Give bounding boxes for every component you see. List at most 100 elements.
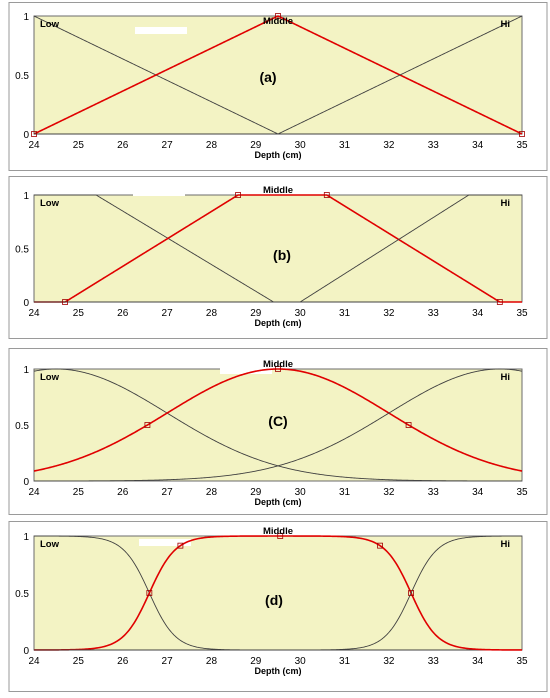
mf-curve-middle[interactable]	[33, 15, 523, 135]
x-tick-label: 25	[73, 656, 85, 667]
x-tick-label: 24	[28, 140, 40, 151]
chart-panel: 24 25 26 27 28 29 30 31 32 33 34 35 0 0.5 1 Depth (cm) L…	[0, 348, 550, 516]
x-tick-label: 31	[339, 656, 351, 667]
x-tick-label: 30	[295, 656, 307, 667]
x-tick-label: 31	[339, 140, 351, 151]
x-tick-label: 32	[383, 308, 395, 319]
mf-vertex-marker[interactable]	[277, 533, 284, 539]
x-tick-label: 26	[117, 656, 129, 667]
plot-area	[33, 15, 523, 135]
chart-panel: 24 25 26 27 28 29 30 31 32 33 34 35 0 0.5 1 Depth (cm) L…	[0, 2, 550, 172]
mf-curve-middle[interactable]	[33, 368, 523, 472]
mf-vertex-marker[interactable]	[377, 542, 383, 549]
panel-label: (b)	[273, 247, 291, 263]
x-tick-label: 30	[295, 487, 307, 498]
x-tick-label: 26	[117, 487, 129, 498]
y-tick-label: 0	[23, 477, 29, 488]
y-tick-label: 1	[23, 191, 29, 202]
x-tick-label: 26	[117, 308, 129, 319]
mf-label-low: Low	[40, 19, 60, 30]
y-tick-label: 1	[23, 365, 29, 376]
x-tick-label: 29	[250, 487, 262, 498]
x-tick-label: 34	[472, 308, 484, 319]
x-tick-label: 27	[162, 487, 174, 498]
mf-vertex-marker[interactable]	[144, 422, 151, 428]
x-axis-label: Depth (cm)	[255, 150, 302, 160]
y-tick-label: 0.5	[15, 421, 29, 432]
chart-panel: 24 25 26 27 28 29 30 31 32 33 34 35 0 0.5 1 Depth (cm) L…	[0, 176, 550, 340]
highlight-bar	[133, 189, 185, 196]
x-tick-label: 24	[28, 487, 40, 498]
highlight-bar	[139, 539, 191, 546]
highlight-bar	[135, 27, 187, 34]
mf-vertex-marker[interactable]	[323, 192, 330, 198]
y-tick-label: 0	[23, 298, 29, 309]
mf-vertex-marker[interactable]	[62, 299, 68, 305]
mf-label-low: Low	[40, 539, 60, 550]
x-tick-label: 24	[28, 656, 40, 667]
x-tick-label: 31	[339, 487, 351, 498]
x-tick-label: 34	[472, 140, 484, 151]
mf-label-middle: Middle	[263, 526, 293, 537]
panel-label: (a)	[259, 69, 276, 85]
x-tick-label: 31	[339, 308, 351, 319]
x-tick-label: 27	[162, 308, 174, 319]
mf-vertex-marker[interactable]	[519, 131, 525, 137]
mf-label-hi: Hi	[501, 372, 511, 383]
x-tick-label: 35	[516, 140, 528, 151]
mf-vertex-marker[interactable]	[31, 131, 37, 137]
mf-curve-middle[interactable]	[34, 194, 522, 303]
mf-curve-hi[interactable]	[34, 368, 523, 482]
x-tick-label: 28	[206, 140, 218, 151]
x-tick-label: 25	[73, 308, 85, 319]
x-tick-label: 32	[383, 656, 395, 667]
x-tick-label: 34	[472, 487, 484, 498]
x-axis-label: Depth (cm)	[255, 666, 302, 676]
x-tick-label: 30	[295, 308, 307, 319]
membership-chart: 24 25 26 27 28 29 30 31 32 33 34 35 0 0.5 1 Depth (cm) L…	[8, 521, 548, 692]
x-tick-label: 28	[206, 308, 218, 319]
mf-curve-hi[interactable]	[34, 15, 523, 135]
x-tick-label: 32	[383, 487, 395, 498]
x-tick-label: 33	[428, 487, 440, 498]
mf-vertex-marker[interactable]	[405, 422, 412, 428]
y-tick-label: 1	[23, 12, 29, 23]
membership-chart: 24 25 26 27 28 29 30 31 32 33 34 35 0 0.5 1 Depth (cm) L…	[8, 348, 548, 515]
mf-vertex-marker[interactable]	[275, 13, 281, 19]
panel-label: (d)	[265, 592, 283, 608]
x-tick-label: 25	[73, 487, 85, 498]
mf-vertex-marker[interactable]	[275, 366, 281, 372]
mf-label-low: Low	[40, 372, 60, 383]
membership-chart: 24 25 26 27 28 29 30 31 32 33 34 35 0 0.5 1 Depth (cm) L…	[8, 176, 548, 339]
mf-vertex-marker[interactable]	[177, 542, 184, 549]
y-tick-label: 0.5	[15, 245, 29, 256]
mf-label-hi: Hi	[501, 198, 511, 209]
x-axis-label: Depth (cm)	[255, 318, 302, 328]
x-tick-label: 29	[250, 308, 262, 319]
mf-vertex-marker[interactable]	[408, 590, 414, 596]
x-tick-label: 35	[516, 487, 528, 498]
mf-label-hi: Hi	[501, 19, 511, 30]
x-tick-label: 29	[250, 140, 262, 151]
chart-panel: 24 25 26 27 28 29 30 31 32 33 34 35 0 0.5 1 Depth (cm) L…	[0, 521, 550, 693]
mf-label-middle: Middle	[263, 16, 293, 27]
x-axis-label: Depth (cm)	[255, 497, 302, 507]
plot-area	[33, 368, 523, 482]
highlight-bar	[220, 367, 272, 374]
x-tick-label: 35	[516, 308, 528, 319]
mf-vertex-marker[interactable]	[496, 299, 503, 305]
mf-vertex-marker[interactable]	[235, 192, 241, 198]
y-tick-label: 0	[23, 130, 29, 141]
y-tick-label: 0	[23, 646, 29, 657]
x-tick-label: 34	[472, 656, 484, 667]
x-tick-label: 33	[428, 308, 440, 319]
x-tick-label: 29	[250, 656, 262, 667]
mf-vertex-marker[interactable]	[146, 590, 153, 596]
mf-label-middle: Middle	[263, 185, 293, 196]
panel-label: (C)	[268, 413, 287, 429]
mf-curve-hi[interactable]	[34, 535, 523, 651]
x-tick-label: 27	[162, 656, 174, 667]
x-tick-label: 24	[28, 308, 40, 319]
mf-label-hi: Hi	[501, 539, 511, 550]
mf-curve-hi[interactable]	[34, 194, 522, 303]
